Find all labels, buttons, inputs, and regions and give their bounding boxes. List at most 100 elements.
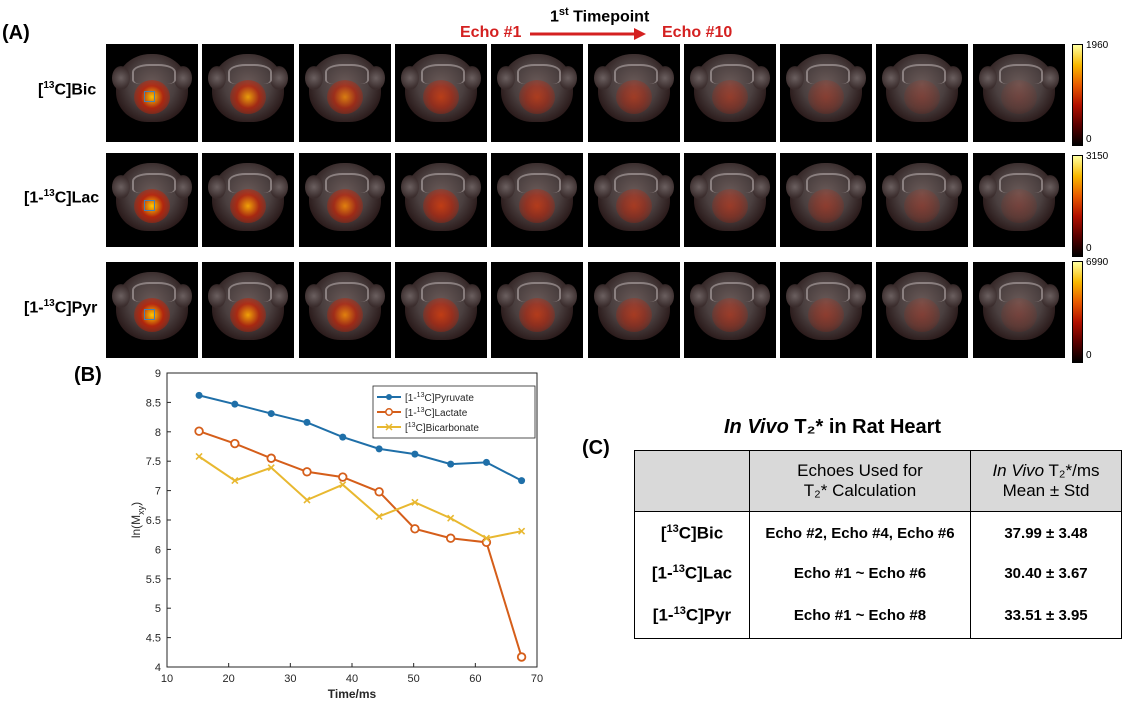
echo-end-label: Echo #10 xyxy=(662,24,733,41)
colorbar-lac-max: 3150 xyxy=(1086,151,1109,162)
table-cell-value: 30.40 ± 3.67 xyxy=(970,554,1122,592)
mri-image-pyr-echo-9 xyxy=(876,262,969,358)
y-tick-label: 9 xyxy=(155,368,161,380)
x-tick-label: 30 xyxy=(284,673,296,685)
x-axis-label: Time/ms xyxy=(328,687,377,701)
panel-label-b: (B) xyxy=(74,364,102,386)
data-point xyxy=(445,533,456,543)
mri-image-pyr-echo-4 xyxy=(394,262,487,358)
mri-image-bic-echo-1 xyxy=(106,44,198,142)
x-tick-label: 50 xyxy=(408,673,420,685)
colorbar-bic-min: 0 xyxy=(1086,134,1092,145)
table-cell-compound: [13C]Bic xyxy=(634,511,750,554)
echo-start-label: Echo #1 xyxy=(460,24,522,41)
colorbar-pyr xyxy=(1072,261,1083,363)
mri-image-lac-echo-1 xyxy=(106,153,198,247)
data-point xyxy=(447,460,455,468)
x-tick-label: 10 xyxy=(161,673,173,685)
table-cell-value: 33.51 ± 3.95 xyxy=(970,592,1122,639)
mri-image-lac-echo-2 xyxy=(202,153,295,247)
legend-entry: [1-13C]Pyruvate xyxy=(405,392,474,404)
y-tick-label: 5.5 xyxy=(146,574,161,586)
series-line-0 xyxy=(198,394,523,482)
table-cell-compound: [1-13C]Pyr xyxy=(634,592,750,639)
data-point xyxy=(230,438,240,449)
table-title: In Vivo T₂* in Rat Heart xyxy=(724,416,942,438)
series-line-2 xyxy=(198,455,522,540)
x-tick-label: 40 xyxy=(346,673,358,685)
data-point xyxy=(482,534,490,542)
data-point xyxy=(447,514,455,522)
mri-image-lac-echo-3 xyxy=(298,153,391,247)
table-row: [1-13C]Lac Echo #1 ~ Echo #6 30.40 ± 3.6… xyxy=(634,554,1122,592)
x-tick-label: 60 xyxy=(469,673,481,685)
row-label-bic: [13C]Bic xyxy=(38,80,97,99)
t2-table: Echoes Used for T₂* Calculation In Vivo T… xyxy=(634,450,1122,639)
table-header-t2: In Vivo T₂*/ms Mean ± Std xyxy=(970,450,1122,512)
echo-arrow xyxy=(530,28,646,40)
table-cell-echoes: Echo #2, Echo #4, Echo #6 xyxy=(749,511,971,554)
mri-image-lac-echo-5 xyxy=(491,153,584,247)
data-point xyxy=(339,433,347,441)
table-row: [13C]Bic Echo #2, Echo #4, Echo #6 37.99… xyxy=(634,511,1122,554)
mri-image-lac-echo-9 xyxy=(876,153,969,247)
mri-image-lac-echo-6 xyxy=(587,153,680,247)
data-point xyxy=(518,527,526,535)
mri-image-pyr-echo-7 xyxy=(683,262,776,358)
data-point xyxy=(411,498,419,506)
timepoint-title: 1st Timepoint xyxy=(550,6,650,26)
data-point xyxy=(375,445,383,453)
mri-image-pyr-echo-5 xyxy=(491,262,584,358)
panel-label-a: (A) xyxy=(2,22,30,44)
data-point xyxy=(195,452,203,461)
mri-image-lac-echo-8 xyxy=(780,153,873,247)
y-tick-label: 4.5 xyxy=(146,633,161,645)
series-line-1 xyxy=(198,430,523,658)
table-cell-value: 37.99 ± 3.48 xyxy=(970,511,1122,554)
colorbar-lac xyxy=(1072,155,1083,257)
data-point xyxy=(194,426,204,436)
data-point xyxy=(267,464,275,472)
mri-image-lac-echo-7 xyxy=(683,153,776,247)
y-tick-label: 8.5 xyxy=(146,397,161,409)
data-point xyxy=(374,487,384,497)
y-tick-label: 7.5 xyxy=(146,456,161,468)
data-point xyxy=(231,400,239,408)
data-point xyxy=(267,410,275,418)
table-cell-echoes: Echo #1 ~ Echo #8 xyxy=(749,592,971,639)
data-point xyxy=(481,537,492,548)
legend-marker xyxy=(385,423,393,431)
mri-image-pyr-echo-6 xyxy=(587,262,680,358)
data-point xyxy=(195,391,203,399)
data-point xyxy=(516,652,527,662)
mri-image-bic-echo-2 xyxy=(202,44,295,142)
data-point xyxy=(303,418,311,426)
panel-label-c: (C) xyxy=(582,437,610,459)
data-point xyxy=(411,450,419,458)
mri-image-bic-echo-3 xyxy=(298,44,391,142)
legend-entry: [1-13C]Lactate xyxy=(405,407,468,419)
mri-image-bic-echo-6 xyxy=(587,44,680,142)
row-label-lac: [1-13C]Lac xyxy=(24,188,100,207)
mri-image-lac-echo-10 xyxy=(972,153,1065,247)
colorbar-pyr-min: 0 xyxy=(1086,350,1092,361)
mri-image-pyr-echo-1 xyxy=(106,262,198,358)
mri-image-pyr-echo-8 xyxy=(780,262,873,358)
mri-image-pyr-echo-2 xyxy=(202,262,295,358)
t2-decay-chart: 10 20 30 40 50 60 70 4 4.5 5 5.5 6 6.5 7 7.5 8 8.5 9 Time/… xyxy=(129,368,543,701)
x-tick-label: 70 xyxy=(531,673,543,685)
table-header-empty xyxy=(634,450,750,512)
y-tick-label: 4 xyxy=(155,662,161,674)
y-axis-label: ln(Mxy) xyxy=(129,502,146,538)
table-cell-compound: [1-13C]Lac xyxy=(634,554,750,592)
mri-image-bic-echo-5 xyxy=(491,44,584,142)
table-row: [1-13C]Pyr Echo #1 ~ Echo #8 33.51 ± 3.9… xyxy=(634,592,1122,639)
mri-image-lac-echo-4 xyxy=(394,153,487,247)
mri-image-bic-echo-9 xyxy=(876,44,969,142)
table-cell-echoes: Echo #1 ~ Echo #6 xyxy=(749,554,971,592)
y-tick-label: 5 xyxy=(155,603,161,615)
data-point xyxy=(339,481,347,489)
mri-image-bic-echo-7 xyxy=(683,44,776,142)
data-point xyxy=(303,496,311,504)
mri-image-bic-echo-4 xyxy=(394,44,487,142)
